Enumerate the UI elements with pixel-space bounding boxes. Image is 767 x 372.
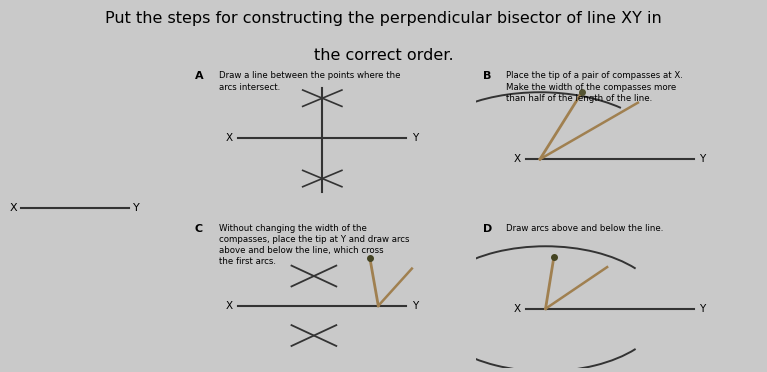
Text: Y: Y bbox=[700, 304, 706, 314]
Text: X: X bbox=[225, 301, 232, 311]
Text: X: X bbox=[10, 203, 18, 213]
Text: the correct order.: the correct order. bbox=[314, 48, 453, 63]
Text: B: B bbox=[482, 71, 491, 81]
Text: Y: Y bbox=[412, 134, 418, 143]
Text: A: A bbox=[195, 71, 203, 81]
Text: Y: Y bbox=[700, 154, 706, 164]
Text: X: X bbox=[225, 134, 232, 143]
Text: Y: Y bbox=[133, 203, 140, 213]
Text: X: X bbox=[513, 304, 520, 314]
Text: D: D bbox=[482, 224, 492, 234]
Text: Draw a line between the points where the
arcs intersect.: Draw a line between the points where the… bbox=[219, 71, 400, 92]
Text: Place the tip of a pair of compasses at X.
Make the width of the compasses more
: Place the tip of a pair of compasses at … bbox=[506, 71, 683, 103]
Text: Without changing the width of the
compasses, place the tip at Y and draw arcs
ab: Without changing the width of the compas… bbox=[219, 224, 410, 266]
Text: X: X bbox=[513, 154, 520, 164]
Text: C: C bbox=[195, 224, 203, 234]
Text: Y: Y bbox=[412, 301, 418, 311]
Text: Put the steps for constructing the perpendicular bisector of line XY in: Put the steps for constructing the perpe… bbox=[105, 11, 662, 26]
Text: Draw arcs above and below the line.: Draw arcs above and below the line. bbox=[506, 224, 663, 233]
